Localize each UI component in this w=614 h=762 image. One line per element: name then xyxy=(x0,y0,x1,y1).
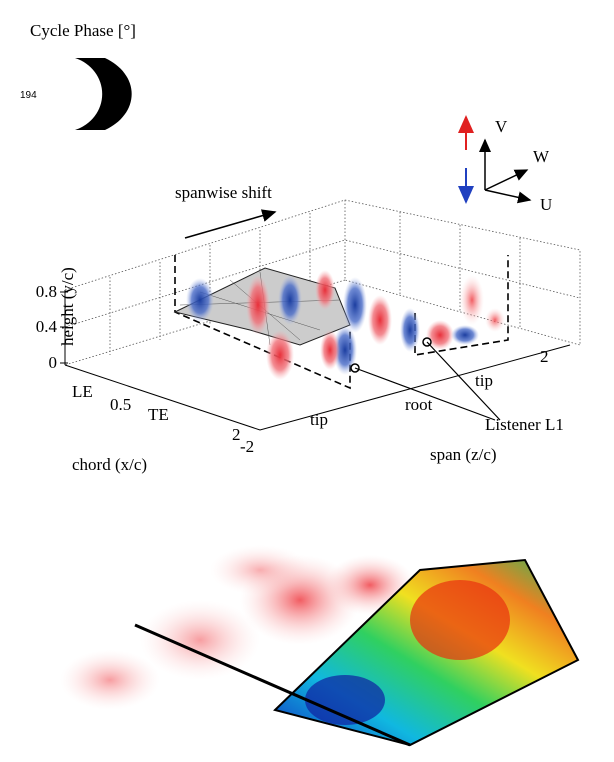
z-tick-label: -2 xyxy=(240,437,254,456)
v-label: V xyxy=(495,117,508,136)
z-tick-label: tip xyxy=(310,410,328,429)
z-axis-label: span (z/c) xyxy=(430,445,497,464)
u-label: U xyxy=(540,195,552,214)
title: Cycle Phase [°] xyxy=(30,21,136,40)
y-tick-label: 0.4 xyxy=(36,317,58,336)
w-label: W xyxy=(533,147,550,166)
z-tick-label: tip xyxy=(475,371,493,390)
x-tick-label: TE xyxy=(148,405,169,424)
x-tick-label: 0.5 xyxy=(110,395,131,414)
y-axis-label: height (y/c) xyxy=(58,267,77,346)
z-tick-label: 2 xyxy=(540,347,549,366)
y-tick-label: 0.8 xyxy=(36,282,57,301)
phase-icon xyxy=(75,58,132,130)
shift-arrow xyxy=(185,212,275,238)
figure: Cycle Phase [°] 194 V W U spanwise shift xyxy=(0,0,614,762)
surface-render xyxy=(60,545,578,745)
x-axis-label: chord (x/c) xyxy=(72,455,147,474)
z-tick-label: root xyxy=(405,395,433,414)
phase-value: 194 xyxy=(20,90,37,101)
listener-label: Listener L1 xyxy=(485,415,564,434)
y-tick-label: 0 xyxy=(49,353,58,372)
x-tick-label: LE xyxy=(72,382,93,401)
shift-label: spanwise shift xyxy=(175,183,272,202)
